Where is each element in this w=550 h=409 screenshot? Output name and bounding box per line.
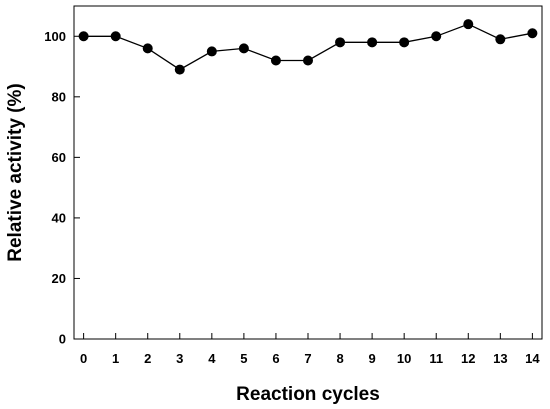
x-tick-label: 12 [461, 351, 475, 366]
data-point [78, 31, 89, 42]
data-point [270, 55, 281, 66]
x-tick-label: 7 [304, 351, 311, 366]
y-tick-label: 80 [52, 89, 66, 104]
data-point [174, 64, 185, 75]
y-tick-label: 60 [52, 150, 66, 165]
data-point [110, 31, 121, 42]
data-point [367, 37, 378, 48]
x-axis-title: Reaction cycles [236, 384, 380, 405]
y-tick-label: 100 [44, 29, 66, 44]
y-tick-label: 20 [52, 271, 66, 286]
x-tick-label: 4 [208, 351, 216, 366]
x-tick-label: 13 [493, 351, 507, 366]
y-axis: 0 20 40 60 80 100 [44, 29, 80, 347]
data-point [431, 31, 442, 42]
x-tick-label: 9 [368, 351, 375, 366]
x-tick-label: 10 [397, 351, 411, 366]
data-point [238, 43, 249, 54]
y-axis-title: Relative activity (%) [5, 83, 26, 261]
data-point [142, 43, 153, 54]
y-tick-label: 0 [59, 332, 66, 347]
data-point [463, 19, 474, 30]
data-point [527, 28, 538, 39]
data-point [335, 37, 346, 48]
x-tick-label: 5 [240, 351, 247, 366]
x-tick-label: 1 [112, 351, 119, 366]
data-point [495, 34, 506, 45]
x-axis: 0 1 2 3 4 5 6 7 8 9 10 11 12 13 14 [80, 333, 540, 366]
x-tick-label: 14 [525, 351, 540, 366]
x-tick-label: 2 [144, 351, 151, 366]
y-tick-label: 40 [52, 210, 66, 225]
x-tick-label: 8 [336, 351, 343, 366]
data-points [78, 19, 538, 75]
x-tick-label: 3 [176, 351, 183, 366]
x-tick-label: 0 [80, 351, 87, 366]
x-tick-label: 11 [429, 351, 443, 366]
x-tick-label: 6 [272, 351, 279, 366]
data-point [303, 55, 313, 66]
data-point [206, 46, 217, 57]
data-point [399, 37, 410, 48]
